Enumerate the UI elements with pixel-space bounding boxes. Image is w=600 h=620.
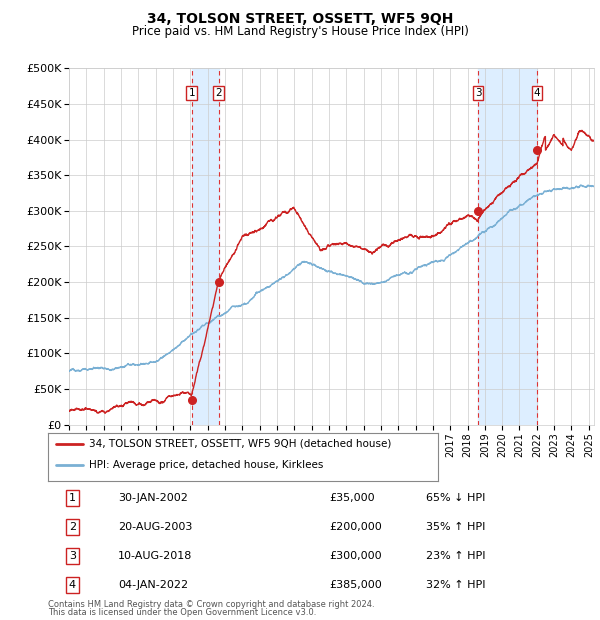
Text: Price paid vs. HM Land Registry's House Price Index (HPI): Price paid vs. HM Land Registry's House … <box>131 25 469 38</box>
Text: 2: 2 <box>215 88 222 98</box>
Text: £200,000: £200,000 <box>329 522 382 532</box>
Text: 34, TOLSON STREET, OSSETT, WF5 9QH: 34, TOLSON STREET, OSSETT, WF5 9QH <box>147 12 453 27</box>
Bar <box>478 68 537 425</box>
Text: 1: 1 <box>188 88 195 98</box>
Text: 32% ↑ HPI: 32% ↑ HPI <box>426 580 485 590</box>
Text: 1: 1 <box>69 493 76 503</box>
Text: 4: 4 <box>69 580 76 590</box>
Text: 65% ↓ HPI: 65% ↓ HPI <box>426 493 485 503</box>
Text: 20-AUG-2003: 20-AUG-2003 <box>118 522 193 532</box>
Text: 04-JAN-2022: 04-JAN-2022 <box>118 580 188 590</box>
Text: 3: 3 <box>475 88 481 98</box>
Text: 30-JAN-2002: 30-JAN-2002 <box>118 493 188 503</box>
Text: 23% ↑ HPI: 23% ↑ HPI <box>426 551 485 561</box>
Bar <box>191 68 219 425</box>
Text: 34, TOLSON STREET, OSSETT, WF5 9QH (detached house): 34, TOLSON STREET, OSSETT, WF5 9QH (deta… <box>89 439 391 449</box>
Text: Contains HM Land Registry data © Crown copyright and database right 2024.: Contains HM Land Registry data © Crown c… <box>48 600 374 609</box>
Text: HPI: Average price, detached house, Kirklees: HPI: Average price, detached house, Kirk… <box>89 460 323 470</box>
Text: £300,000: £300,000 <box>329 551 382 561</box>
Text: 10-AUG-2018: 10-AUG-2018 <box>118 551 193 561</box>
Text: 2: 2 <box>69 522 76 532</box>
Text: £385,000: £385,000 <box>329 580 382 590</box>
Text: £35,000: £35,000 <box>329 493 374 503</box>
Text: 4: 4 <box>533 88 541 98</box>
Text: 3: 3 <box>69 551 76 561</box>
Text: This data is licensed under the Open Government Licence v3.0.: This data is licensed under the Open Gov… <box>48 608 316 617</box>
Text: 35% ↑ HPI: 35% ↑ HPI <box>426 522 485 532</box>
